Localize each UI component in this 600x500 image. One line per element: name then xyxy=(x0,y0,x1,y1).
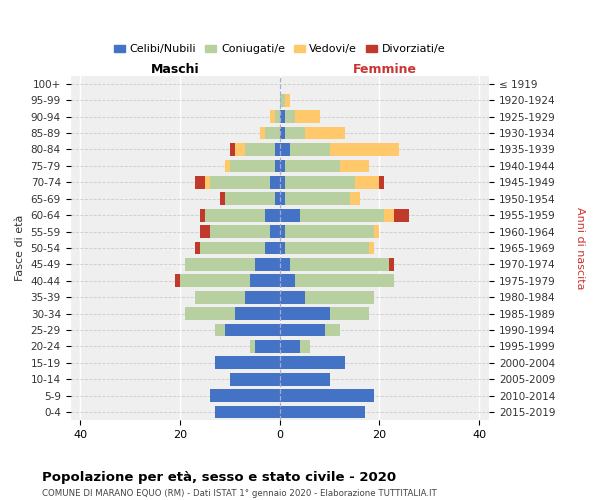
Bar xyxy=(215,324,225,336)
Bar xyxy=(180,274,250,287)
Bar xyxy=(300,340,310,353)
Bar xyxy=(185,307,235,320)
Bar xyxy=(265,208,280,222)
Bar xyxy=(285,176,355,188)
Bar xyxy=(280,356,344,369)
Bar xyxy=(280,340,300,353)
Bar xyxy=(200,225,210,238)
Legend: Celibi/Nubili, Coniugati/e, Vedovi/e, Divorziati/e: Celibi/Nubili, Coniugati/e, Vedovi/e, Di… xyxy=(110,40,450,58)
Bar xyxy=(255,340,280,353)
Bar xyxy=(275,160,280,172)
Bar xyxy=(285,126,305,140)
Bar xyxy=(325,324,340,336)
Bar xyxy=(305,126,344,140)
Bar xyxy=(205,208,265,222)
Bar xyxy=(175,274,180,287)
Bar xyxy=(235,143,245,156)
Bar xyxy=(280,208,300,222)
Bar xyxy=(225,192,275,205)
Bar xyxy=(275,110,280,123)
Bar xyxy=(355,176,379,188)
Bar xyxy=(245,291,280,304)
Bar xyxy=(225,324,280,336)
Bar xyxy=(280,258,290,271)
Bar xyxy=(350,192,359,205)
Bar xyxy=(280,192,285,205)
Bar xyxy=(329,143,400,156)
Bar xyxy=(389,258,394,271)
Bar xyxy=(250,274,280,287)
Bar xyxy=(210,390,280,402)
Text: Maschi: Maschi xyxy=(151,64,199,76)
Bar xyxy=(394,208,409,222)
Bar xyxy=(290,258,389,271)
Bar xyxy=(340,160,370,172)
Text: Femmine: Femmine xyxy=(352,64,416,76)
Bar xyxy=(215,356,280,369)
Bar xyxy=(225,160,230,172)
Bar xyxy=(230,160,275,172)
Bar xyxy=(235,307,280,320)
Bar xyxy=(210,225,270,238)
Bar xyxy=(265,242,280,254)
Bar xyxy=(195,242,200,254)
Bar xyxy=(280,373,329,386)
Bar xyxy=(220,192,225,205)
Bar xyxy=(329,307,370,320)
Y-axis label: Anni di nascita: Anni di nascita xyxy=(575,206,585,289)
Bar xyxy=(280,242,285,254)
Bar xyxy=(200,242,265,254)
Bar xyxy=(200,208,205,222)
Bar xyxy=(374,225,379,238)
Bar xyxy=(300,208,385,222)
Text: Popolazione per età, sesso e stato civile - 2020: Popolazione per età, sesso e stato civil… xyxy=(42,472,396,484)
Bar xyxy=(280,143,290,156)
Bar xyxy=(230,373,280,386)
Bar xyxy=(280,160,285,172)
Bar xyxy=(230,143,235,156)
Bar xyxy=(295,110,320,123)
Bar xyxy=(285,225,374,238)
Bar xyxy=(285,242,370,254)
Bar xyxy=(195,291,245,304)
Bar xyxy=(285,94,290,106)
Text: COMUNE DI MARANO EQUO (RM) - Dati ISTAT 1° gennaio 2020 - Elaborazione TUTTITALI: COMUNE DI MARANO EQUO (RM) - Dati ISTAT … xyxy=(42,489,437,498)
Bar xyxy=(280,307,329,320)
Bar xyxy=(280,126,285,140)
Bar xyxy=(265,126,280,140)
Bar xyxy=(379,176,385,188)
Bar xyxy=(280,274,295,287)
Bar xyxy=(295,274,394,287)
Bar xyxy=(280,324,325,336)
Bar xyxy=(260,126,265,140)
Bar xyxy=(290,143,329,156)
Bar xyxy=(270,110,275,123)
Bar xyxy=(205,176,210,188)
Bar xyxy=(285,192,350,205)
Bar xyxy=(275,192,280,205)
Bar xyxy=(255,258,280,271)
Bar xyxy=(280,225,285,238)
Bar xyxy=(275,143,280,156)
Bar xyxy=(285,110,295,123)
Bar xyxy=(280,390,374,402)
Bar xyxy=(280,110,285,123)
Bar xyxy=(280,291,305,304)
Y-axis label: Fasce di età: Fasce di età xyxy=(15,215,25,281)
Bar xyxy=(215,406,280,418)
Bar xyxy=(195,176,205,188)
Bar xyxy=(385,208,394,222)
Bar xyxy=(210,176,270,188)
Bar xyxy=(270,176,280,188)
Bar xyxy=(370,242,374,254)
Bar xyxy=(245,143,275,156)
Bar xyxy=(250,340,255,353)
Bar xyxy=(270,225,280,238)
Bar xyxy=(185,258,255,271)
Bar xyxy=(280,406,365,418)
Bar xyxy=(285,160,340,172)
Bar xyxy=(280,176,285,188)
Bar xyxy=(280,94,285,106)
Bar xyxy=(305,291,374,304)
